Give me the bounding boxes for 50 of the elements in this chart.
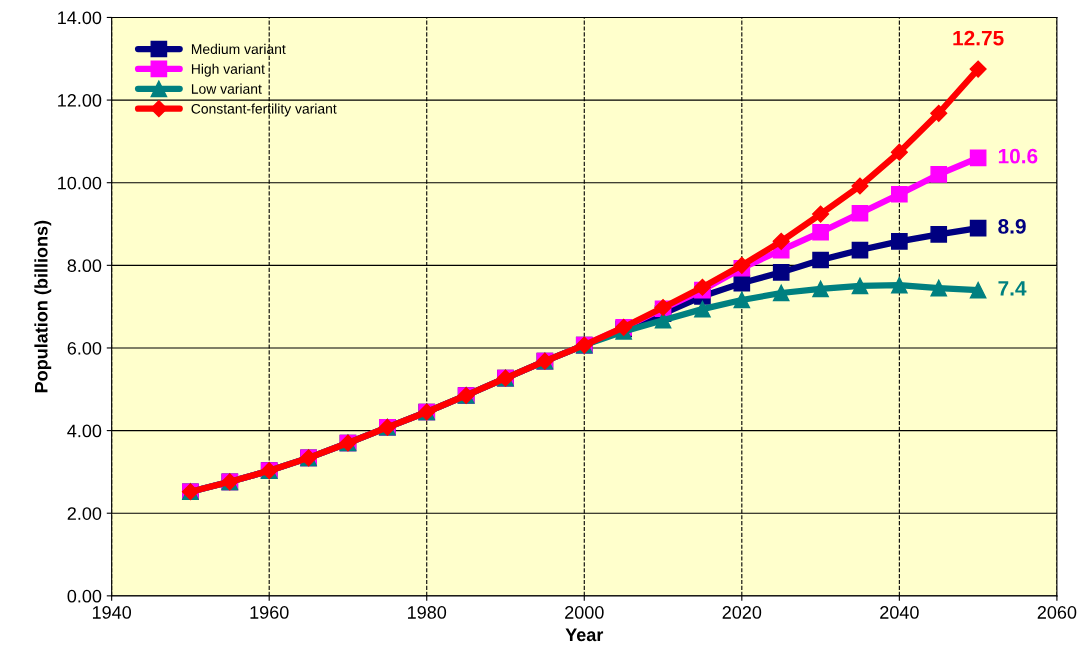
point	[772, 264, 790, 281]
point	[891, 185, 908, 203]
legend-label: Low variant	[191, 83, 262, 94]
point	[851, 241, 869, 259]
data-label: 12.75	[953, 30, 1004, 46]
point	[930, 226, 948, 243]
y-tick-label: 2.00	[67, 507, 102, 520]
y-axis-title: Population (billions)	[34, 220, 52, 393]
point	[969, 219, 987, 237]
point	[851, 177, 869, 195]
x-tick-label: 2060	[1037, 606, 1077, 619]
point	[851, 277, 869, 295]
point	[851, 204, 869, 222]
y-tick-label: 0.00	[67, 589, 102, 603]
x-tick-label: 2000	[565, 606, 604, 619]
y-tick-label: 6.00	[67, 341, 102, 355]
y-tick-label: 10.00	[58, 176, 102, 190]
point	[969, 60, 987, 78]
y-tick-label: 14.00	[58, 11, 102, 25]
point	[891, 276, 908, 294]
point	[969, 281, 987, 299]
point	[812, 251, 829, 269]
x-tick-label: 1960	[250, 606, 289, 619]
x-tick-label: 1980	[408, 606, 447, 619]
point	[930, 104, 948, 122]
x-tick-label: 1940	[92, 606, 132, 619]
point	[772, 232, 790, 250]
y-tick-label: 8.00	[67, 259, 102, 273]
point	[772, 284, 790, 302]
legend-label: Constant-fertility variant	[191, 103, 337, 117]
x-axis-title: Year	[565, 628, 604, 642]
data-label: 10.6	[998, 148, 1038, 164]
x-tick-label: 2040	[880, 606, 919, 619]
point	[812, 280, 829, 298]
legend-label: High variant	[191, 63, 265, 77]
point	[890, 143, 908, 161]
point	[694, 300, 711, 318]
legend-label: Medium variant	[191, 43, 286, 55]
data-label: 8.9	[998, 218, 1026, 234]
y-tick-label: 4.00	[67, 424, 102, 438]
x-tick-label: 2020	[722, 606, 762, 619]
point	[930, 166, 948, 183]
data-label: 7.4	[998, 281, 1027, 296]
point	[812, 223, 829, 241]
point	[930, 279, 948, 297]
point	[969, 149, 987, 167]
point	[812, 205, 830, 223]
y-tick-label: 12.00	[58, 94, 102, 107]
point	[891, 233, 908, 250]
point	[733, 291, 751, 309]
